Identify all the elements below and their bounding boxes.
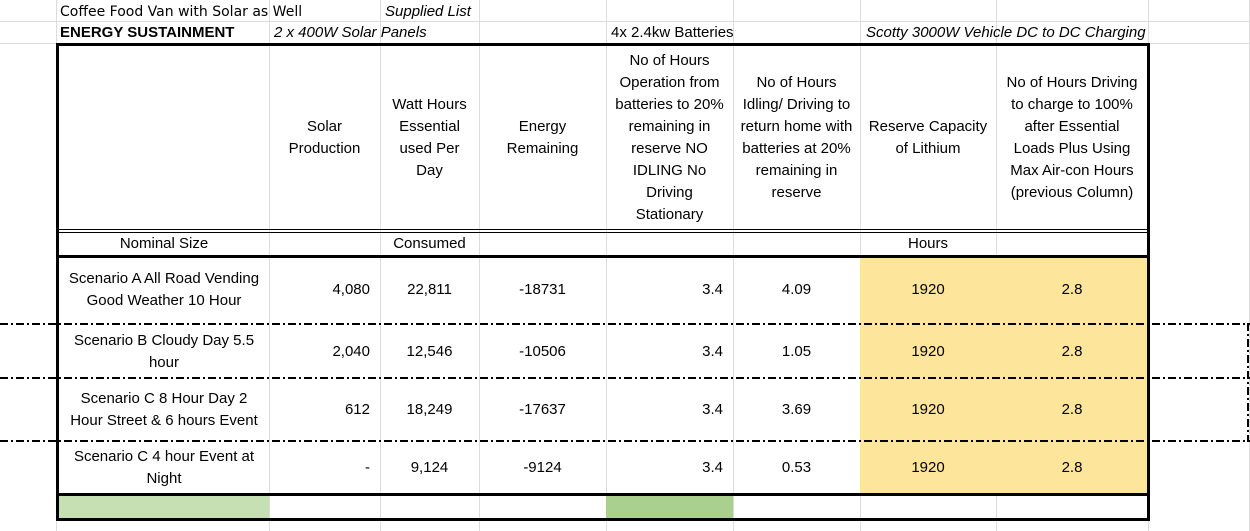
driving-value: 2.8	[1061, 401, 1083, 418]
driving-value: 2.8	[1061, 342, 1083, 360]
green-fill-2	[606, 496, 733, 518]
row-separator	[0, 440, 1250, 442]
supplied-list-label: Supplied List	[385, 2, 471, 20]
header-hours-batteries: No of Hours Operation from batteries to …	[615, 51, 724, 223]
scenario-label: Scenario C 4 hour Event at Night	[73, 448, 255, 487]
reserve-value: 1920	[911, 459, 945, 476]
hours-idling-value: 4.09	[781, 281, 812, 298]
scenario-label: Scenario B Cloudy Day 5.5 hour	[73, 331, 255, 371]
hours-batteries-value: 3.4	[702, 281, 723, 298]
watt-value: 18,249	[406, 401, 453, 418]
watt-value: 22,811	[407, 281, 452, 298]
subheader-nominal-size: Nominal Size	[119, 235, 209, 252]
batteries-label: 4x 2.4kw Batteries	[611, 23, 734, 41]
energy-value: -17637	[519, 401, 566, 418]
header-divider-top	[59, 229, 1147, 230]
reserve-value: 1920	[911, 281, 945, 298]
energy-sustainment-label: ENERGY SUSTAINMENT	[60, 23, 235, 41]
reserve-value: 1920	[911, 342, 945, 360]
reserve-highlight-fill	[860, 257, 1149, 493]
row-separator	[0, 323, 1250, 325]
header-solar-production: Solar Production	[288, 117, 361, 157]
subheader-divider	[59, 255, 1147, 258]
solar-value: 4,080	[332, 281, 370, 298]
subheader-consumed: Consumed	[393, 235, 466, 252]
header-hours-idling: No of Hours Idling/ Driving to return ho…	[740, 73, 853, 201]
footer-divider	[59, 493, 1147, 496]
energy-value: -9124	[523, 459, 562, 476]
driving-value: 2.8	[1061, 459, 1083, 476]
green-fill-1	[59, 496, 269, 518]
header-hours-driving: No of Hours Driving to charge to 100% af…	[1006, 73, 1138, 201]
scenario-label: Scenario C 8 Hour Day 2 Hour Street & 6 …	[70, 390, 258, 429]
hours-idling-value: 1.05	[781, 342, 812, 360]
driving-value: 2.8	[1061, 281, 1083, 298]
energy-value: -18731	[519, 281, 566, 298]
sheet-title: Coffee Food Van with Solar as Well	[60, 3, 303, 20]
reserve-value: 1920	[911, 401, 945, 418]
header-energy-remaining: Energy Remaining	[506, 117, 579, 157]
hours-idling-value: 0.53	[781, 459, 812, 476]
header-watt-hours: Watt Hours Essential used Per Day	[392, 95, 467, 179]
hours-batteries-value: 3.4	[702, 342, 723, 360]
hours-idling-value: 3.69	[781, 401, 812, 418]
watt-value: 9,124	[410, 459, 449, 476]
watt-value: 12,546	[406, 342, 453, 360]
solar-panels-label: 2 x 400W Solar Panels	[274, 23, 427, 41]
hours-batteries-value: 3.4	[702, 401, 723, 418]
right-edge-separator	[1247, 323, 1249, 442]
hours-batteries-value: 3.4	[702, 459, 723, 476]
charging-label: Scotty 3000W Vehicle DC to DC Charging	[866, 23, 1146, 41]
solar-value: -	[365, 459, 370, 476]
subheader-hours: Hours	[907, 235, 948, 252]
solar-value: 2,040	[332, 342, 370, 360]
row-separator	[0, 377, 1250, 379]
header-reserve-capacity: Reserve Capacity of Lithium	[868, 117, 988, 157]
energy-value: -10506	[519, 342, 566, 360]
scenario-label: Scenario A All Road Vending Good Weather…	[68, 270, 260, 309]
solar-value: 612	[344, 401, 370, 418]
header-divider-bottom	[59, 232, 1147, 233]
